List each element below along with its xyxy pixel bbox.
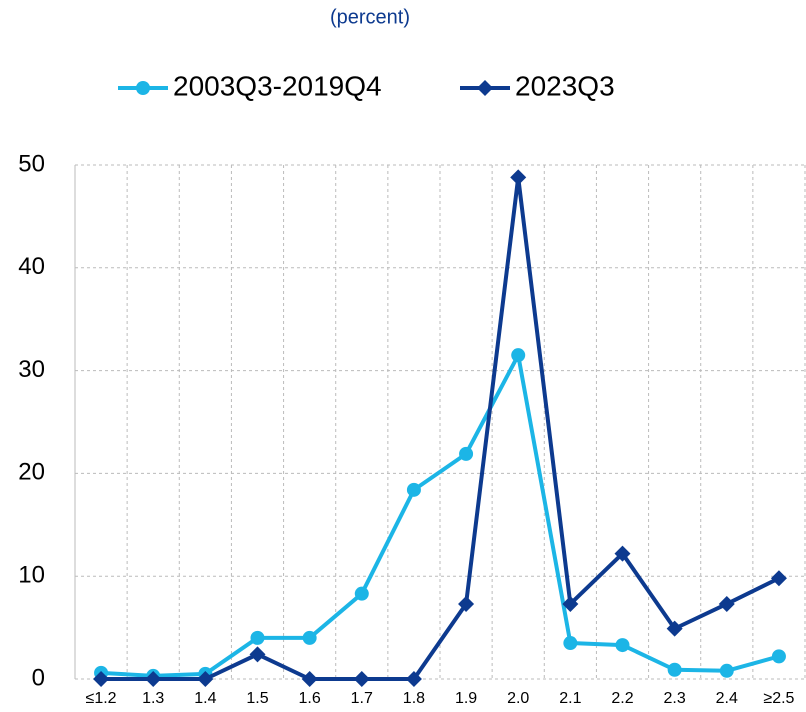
marker [302, 630, 317, 645]
y-tick-label: 20 [18, 459, 45, 486]
series-line [101, 175, 780, 681]
marker [458, 595, 475, 612]
legend-label: 2003Q3-2019Q4 [173, 70, 382, 101]
marker [510, 169, 527, 186]
y-tick-label: 50 [18, 150, 45, 177]
marker [477, 80, 493, 96]
x-tick-label: 1.5 [246, 690, 268, 707]
x-tick-label: 1.6 [299, 690, 321, 707]
x-tick-label: ≥2.5 [763, 690, 794, 707]
x-tick-label: 1.4 [194, 690, 216, 707]
marker [615, 638, 630, 653]
x-tick-label: 2.1 [559, 690, 581, 707]
marker [353, 671, 370, 687]
marker [563, 636, 578, 651]
marker [666, 620, 683, 637]
x-tick-label: ≤1.2 [86, 690, 117, 707]
marker [667, 662, 682, 677]
series-line [100, 353, 780, 678]
x-tick-label: 1.9 [455, 690, 477, 707]
marker [718, 595, 735, 612]
marker [249, 646, 266, 663]
marker [719, 663, 734, 678]
marker [770, 570, 787, 587]
y-tick-label: 10 [18, 562, 45, 589]
x-tick-label: 2.2 [611, 690, 633, 707]
x-tick-label: 1.8 [403, 690, 425, 707]
y-tick-label: 0 [32, 664, 45, 691]
marker [354, 586, 369, 601]
x-tick-label: 2.0 [507, 690, 529, 707]
y-tick-label: 40 [18, 253, 45, 280]
x-tick-label: 1.3 [142, 690, 164, 707]
marker [301, 671, 318, 687]
chart-subtitle: (percent) [330, 6, 410, 28]
marker [511, 348, 526, 363]
marker [562, 595, 579, 612]
marker [250, 630, 265, 645]
legend-label: 2023Q3 [515, 70, 615, 101]
marker [197, 671, 214, 687]
x-tick-label: 2.4 [716, 690, 738, 707]
x-tick-label: 1.7 [351, 690, 373, 707]
marker [406, 482, 421, 497]
marker [136, 81, 150, 95]
marker [405, 671, 422, 687]
marker [614, 545, 631, 562]
marker [771, 649, 786, 664]
marker [93, 671, 110, 687]
marker [459, 446, 474, 461]
y-tick-label: 30 [18, 356, 45, 383]
x-tick-label: 2.3 [664, 690, 686, 707]
marker [145, 671, 162, 687]
